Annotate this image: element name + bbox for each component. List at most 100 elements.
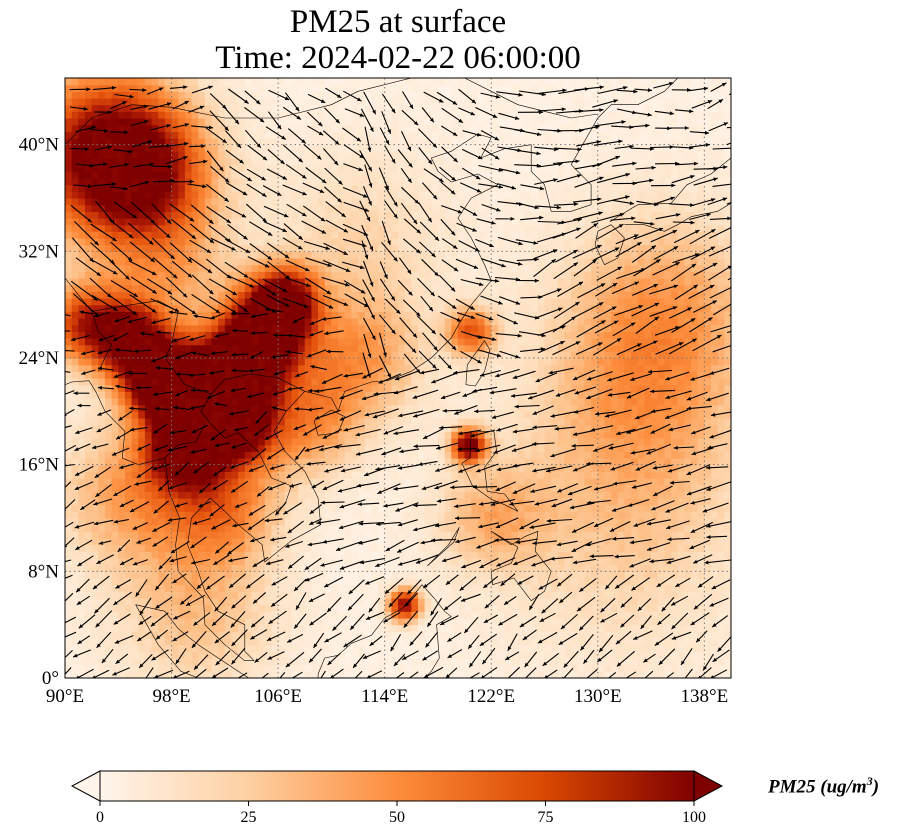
pm25-cell [264,324,273,332]
pm25-cell [318,644,326,652]
pm25-cell [158,524,166,532]
pm25-cell [144,411,153,419]
pm25-cell [164,658,173,666]
pm25-cell [324,618,332,626]
pm25-cell [384,638,392,646]
pm25-cell [344,84,352,92]
pm25-cell [424,178,432,186]
pm25-cell [84,378,93,386]
pm25-cell [278,184,286,192]
pm25-cell [264,551,273,559]
pm25-cell [264,384,273,392]
pm25-cell [144,531,153,539]
pm25-cell [204,131,213,139]
pm25-cell [171,91,179,99]
pm25-cell [211,651,219,659]
pm25-cell [211,538,219,546]
pm25-cell [251,404,259,412]
pm25-cell [251,524,259,532]
pm25-cell [238,551,246,559]
pm25-cell [371,651,379,659]
pm25-cell [138,338,146,346]
pm25-cell [71,631,79,639]
pm25-cell [124,598,133,606]
pm25-cell [138,578,146,586]
pm25-cell [104,671,113,678]
pm25-cell [411,538,419,546]
pm25-cell [264,178,273,186]
pm25-cell [284,158,293,166]
pm25-cell [391,164,399,172]
pm25-cell [71,78,79,86]
pm25-cell [131,624,139,632]
pm25-cell [138,378,146,386]
pm25-cell [78,498,86,506]
pm25-cell [84,251,93,259]
pm25-cell [284,644,293,652]
pm25-cell [124,431,133,439]
pm25-cell [244,124,253,132]
pm25-cell [131,358,139,366]
pm25-cell [338,338,346,346]
pm25-cell [171,511,179,519]
pm25-cell [404,591,412,599]
pm25-cell [298,191,306,199]
pm25-cell [384,464,392,472]
pm25-cell [304,291,313,299]
pm25-cell [178,484,186,492]
pm25-cell [264,671,273,678]
pm25-cell [231,464,239,472]
pm25-cell [311,658,319,666]
pm25-cell [78,484,86,492]
pm25-cell [204,491,213,499]
pm25-cell [171,598,179,606]
pm25-cell [431,418,439,426]
pm25-cell [144,611,153,619]
pm25-cell [211,638,219,646]
pm25-cell [191,478,199,486]
pm25-cell [164,284,173,292]
pm25-cell [138,544,146,552]
pm25-cell [111,531,119,539]
pm25-cell [158,471,166,479]
pm25-cell [318,538,326,546]
pm25-cell [138,438,146,446]
pm25-cell [84,498,93,506]
pm25-cell [331,304,339,312]
pm25-cell [371,371,379,379]
pm25-cell [78,564,86,572]
pm25-cell [404,78,412,86]
pm25-cell [98,544,106,552]
pm25-cell [318,124,326,132]
pm25-cell [251,178,259,186]
pm25-cell [311,584,319,592]
pm25-cell [65,624,73,632]
pm25-cell [278,111,286,119]
pm25-cell [398,351,406,359]
pm25-cell [264,131,273,139]
pm25-cell [244,231,253,239]
pm25-cell [364,571,372,579]
pm25-cell [71,131,79,139]
pm25-cell [164,278,173,286]
pm25-cell [351,378,359,386]
pm25-cell [284,611,293,619]
pm25-cell [231,598,239,606]
pm25-cell [218,404,226,412]
pm25-cell [384,504,392,512]
pm25-cell [65,518,73,526]
pm25-cell [198,418,206,426]
pm25-cell [378,304,386,312]
pm25-cell [258,498,266,506]
pm25-cell [304,591,313,599]
pm25-cell [338,231,346,239]
pm25-cell [358,344,366,352]
pm25-cell [204,158,213,166]
pm25-cell [291,304,299,312]
pm25-cell [204,471,213,479]
pm25-cell [171,318,179,326]
pm25-cell [404,358,412,366]
pm25-cell [331,111,339,119]
pm25-cell [131,664,139,672]
pm25-cell [198,351,206,359]
